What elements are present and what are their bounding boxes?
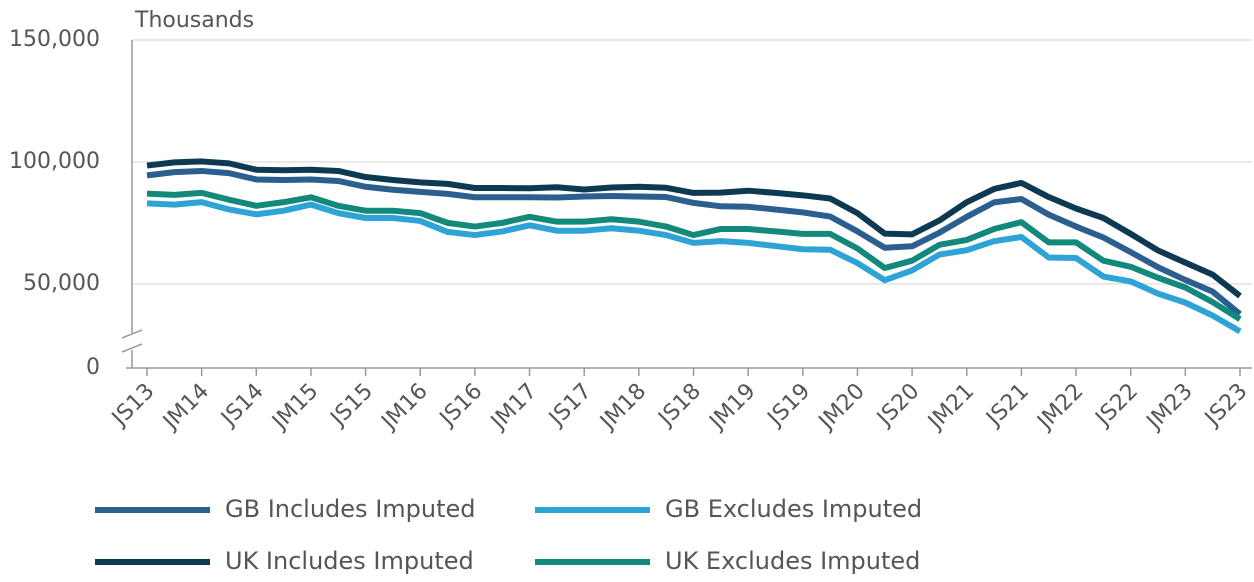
x-tick-label: JS16 xyxy=(434,379,487,432)
legend-label: GB Includes Imputed xyxy=(225,495,476,523)
y-tick-label: 100,000 xyxy=(9,149,100,174)
y-axis-label: Thousands xyxy=(134,8,254,33)
x-tick-label: JM17 xyxy=(485,379,542,436)
axis-break xyxy=(121,329,143,339)
x-tick-label: JS17 xyxy=(543,379,596,432)
x-tick-label: JS13 xyxy=(106,379,159,432)
x-tick-label: JM14 xyxy=(157,379,214,436)
x-tick-label: JM23 xyxy=(1141,379,1198,436)
line-series xyxy=(146,167,1242,317)
legend-label: GB Excludes Imputed xyxy=(665,495,922,523)
legend-label: UK Includes Imputed xyxy=(225,547,474,575)
y-tick-label: 150,000 xyxy=(9,27,100,52)
x-tick-label: JS21 xyxy=(981,379,1034,432)
axis-break xyxy=(121,343,143,353)
y-tick-label: 50,000 xyxy=(23,271,100,296)
x-tick-label: JM15 xyxy=(267,379,324,436)
x-tick-label: JS22 xyxy=(1090,379,1143,432)
x-tick-label: JS14 xyxy=(215,379,268,432)
x-tick-label: JM20 xyxy=(813,379,870,436)
x-tick-label: JS19 xyxy=(762,379,815,432)
line-series xyxy=(146,199,1242,334)
x-tick-label: JM16 xyxy=(376,379,433,436)
x-tick-label: JM21 xyxy=(922,379,979,436)
x-tick-label: JS20 xyxy=(871,379,924,432)
line-series xyxy=(146,158,1242,299)
y-tick-label: 0 xyxy=(86,355,100,380)
x-tick-label: JM19 xyxy=(704,379,761,436)
x-tick-label: JM18 xyxy=(594,379,651,436)
line-series xyxy=(146,189,1242,322)
legend-label: UK Excludes Imputed xyxy=(665,547,920,575)
x-tick-label: JM22 xyxy=(1032,379,1089,436)
x-tick-label: JS18 xyxy=(653,379,706,432)
x-tick-label: JS23 xyxy=(1199,379,1252,432)
x-tick-label: JS15 xyxy=(325,379,378,432)
